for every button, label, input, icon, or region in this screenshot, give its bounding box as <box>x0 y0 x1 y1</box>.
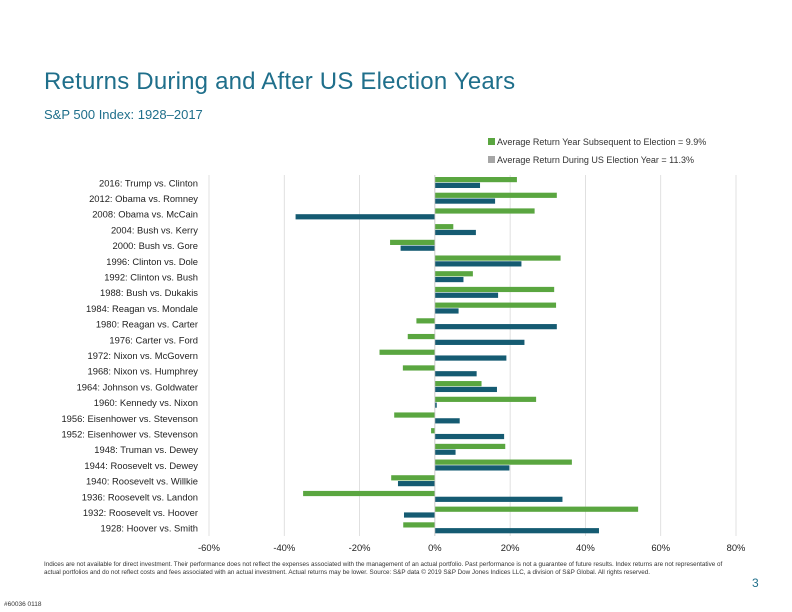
bar-during-19 <box>397 481 435 487</box>
category-label-17: 1948: Truman vs. Dewey <box>94 444 198 455</box>
bar-during-18 <box>434 465 510 471</box>
category-label-2: 2008: Obama vs. McCain <box>92 209 198 220</box>
x-tick-label-3: 0% <box>428 542 442 553</box>
category-label-11: 1972: Nixon vs. McGovern <box>88 350 198 361</box>
x-tick-label-5: 40% <box>576 542 595 553</box>
bar-subsequent-7 <box>434 286 555 293</box>
legend-label-subsequent: Average Return Year Subsequent to Electi… <box>497 136 707 147</box>
bar-subsequent-12 <box>402 365 435 371</box>
x-tick-label-0: -60% <box>198 542 220 553</box>
bar-during-22 <box>434 528 599 534</box>
category-label-18: 1944: Roosevelt vs. Dewey <box>84 460 198 471</box>
bar-subsequent-22 <box>403 522 435 528</box>
category-label-15: 1956: Eisenhower vs. Stevenson <box>61 413 198 424</box>
bar-during-7 <box>434 292 499 298</box>
bar-subsequent-1 <box>434 192 557 198</box>
x-tick-label-1: -40% <box>273 542 295 553</box>
category-label-10: 1976: Carter vs. Ford <box>109 334 198 345</box>
bar-during-5 <box>434 261 522 267</box>
page-subtitle: S&P 500 Index: 1928–2017 <box>44 107 203 122</box>
bar-subsequent-18 <box>434 459 572 465</box>
bar-subsequent-3 <box>434 224 454 230</box>
footnote-disclaimer: Indices are not available for direct inv… <box>44 561 723 576</box>
bar-during-13 <box>434 386 497 393</box>
category-label-21: 1932: Roosevelt vs. Hoover <box>83 507 198 518</box>
bar-during-6 <box>434 276 464 283</box>
bar-during-16 <box>434 433 505 440</box>
bar-subsequent-21 <box>434 506 639 512</box>
bar-subsequent-16 <box>431 428 435 434</box>
legend-swatch-subsequent <box>488 138 495 145</box>
bar-during-21 <box>403 512 435 518</box>
category-label-14: 1960: Kennedy vs. Nixon <box>94 397 198 408</box>
bar-subsequent-4 <box>390 239 435 245</box>
page-number: 3 <box>752 576 759 590</box>
legend-label-during: Average Return During US Election Year =… <box>497 154 695 165</box>
bar-subsequent-6 <box>434 271 473 277</box>
bar-subsequent-20 <box>303 490 435 497</box>
x-tick-label-4: 20% <box>501 542 520 553</box>
category-label-4: 2000: Bush vs. Gore <box>113 240 198 251</box>
bar-during-20 <box>434 496 563 502</box>
document-code: #60036 0118 <box>4 601 42 608</box>
bar-subsequent-9 <box>416 318 435 324</box>
bar-during-10 <box>434 339 525 345</box>
category-label-8: 1984: Reagan vs. Mondale <box>86 303 198 314</box>
category-label-20: 1936: Roosevelt vs. Landon <box>82 491 198 502</box>
category-label-16: 1952: Eisenhower vs. Stevenson <box>61 428 198 439</box>
legend-swatch-during <box>488 156 495 163</box>
bar-during-0 <box>434 182 481 188</box>
bar-subsequent-0 <box>434 177 517 183</box>
bar-subsequent-14 <box>434 396 537 402</box>
bar-subsequent-19 <box>391 475 435 481</box>
bar-during-17 <box>434 449 456 455</box>
x-tick-label-7: 80% <box>727 542 746 553</box>
bar-subsequent-5 <box>434 255 561 261</box>
bar-subsequent-8 <box>434 302 557 308</box>
category-label-19: 1940: Roosevelt vs. Willkie <box>86 476 198 487</box>
chart-legend: Average Return Year Subsequent to Electi… <box>488 136 706 172</box>
bar-during-8 <box>434 308 459 314</box>
legend-item-subsequent: Average Return Year Subsequent to Electi… <box>488 136 706 147</box>
bar-during-14 <box>434 402 437 408</box>
category-label-1: 2012: Obama vs. Romney <box>89 193 198 204</box>
bar-subsequent-10 <box>407 333 435 340</box>
category-label-6: 1992: Clinton vs. Bush <box>104 272 198 283</box>
category-label-12: 1968: Nixon vs. Humphrey <box>88 366 199 377</box>
category-label-9: 1980: Reagan vs. Carter <box>96 319 198 330</box>
category-label-3: 2004: Bush vs. Kerry <box>111 224 198 235</box>
legend-item-during: Average Return During US Election Year =… <box>488 154 706 165</box>
bar-during-2 <box>295 214 435 220</box>
bar-during-12 <box>434 371 477 377</box>
bar-during-9 <box>434 324 557 330</box>
bar-subsequent-15 <box>394 412 435 418</box>
bar-subsequent-17 <box>434 443 506 450</box>
x-tick-label-2: -20% <box>349 542 371 553</box>
category-label-0: 2016: Trump vs. Clinton <box>99 177 198 188</box>
bar-during-4 <box>400 245 435 251</box>
bar-during-11 <box>434 355 507 361</box>
category-label-5: 1996: Clinton vs. Dole <box>106 256 198 267</box>
category-label-7: 1988: Bush vs. Dukakis <box>100 287 198 298</box>
bar-subsequent-13 <box>434 381 482 387</box>
page-title: Returns During and After US Election Yea… <box>44 68 516 95</box>
bar-during-3 <box>434 229 476 236</box>
x-tick-label-6: 60% <box>651 542 670 553</box>
category-label-22: 1928: Hoover vs. Smith <box>101 523 198 534</box>
category-label-13: 1964: Johnson vs. Goldwater <box>77 381 198 392</box>
bar-subsequent-2 <box>434 208 535 214</box>
bar-during-15 <box>434 418 460 424</box>
bar-during-1 <box>434 198 496 204</box>
bar-subsequent-11 <box>379 349 435 355</box>
